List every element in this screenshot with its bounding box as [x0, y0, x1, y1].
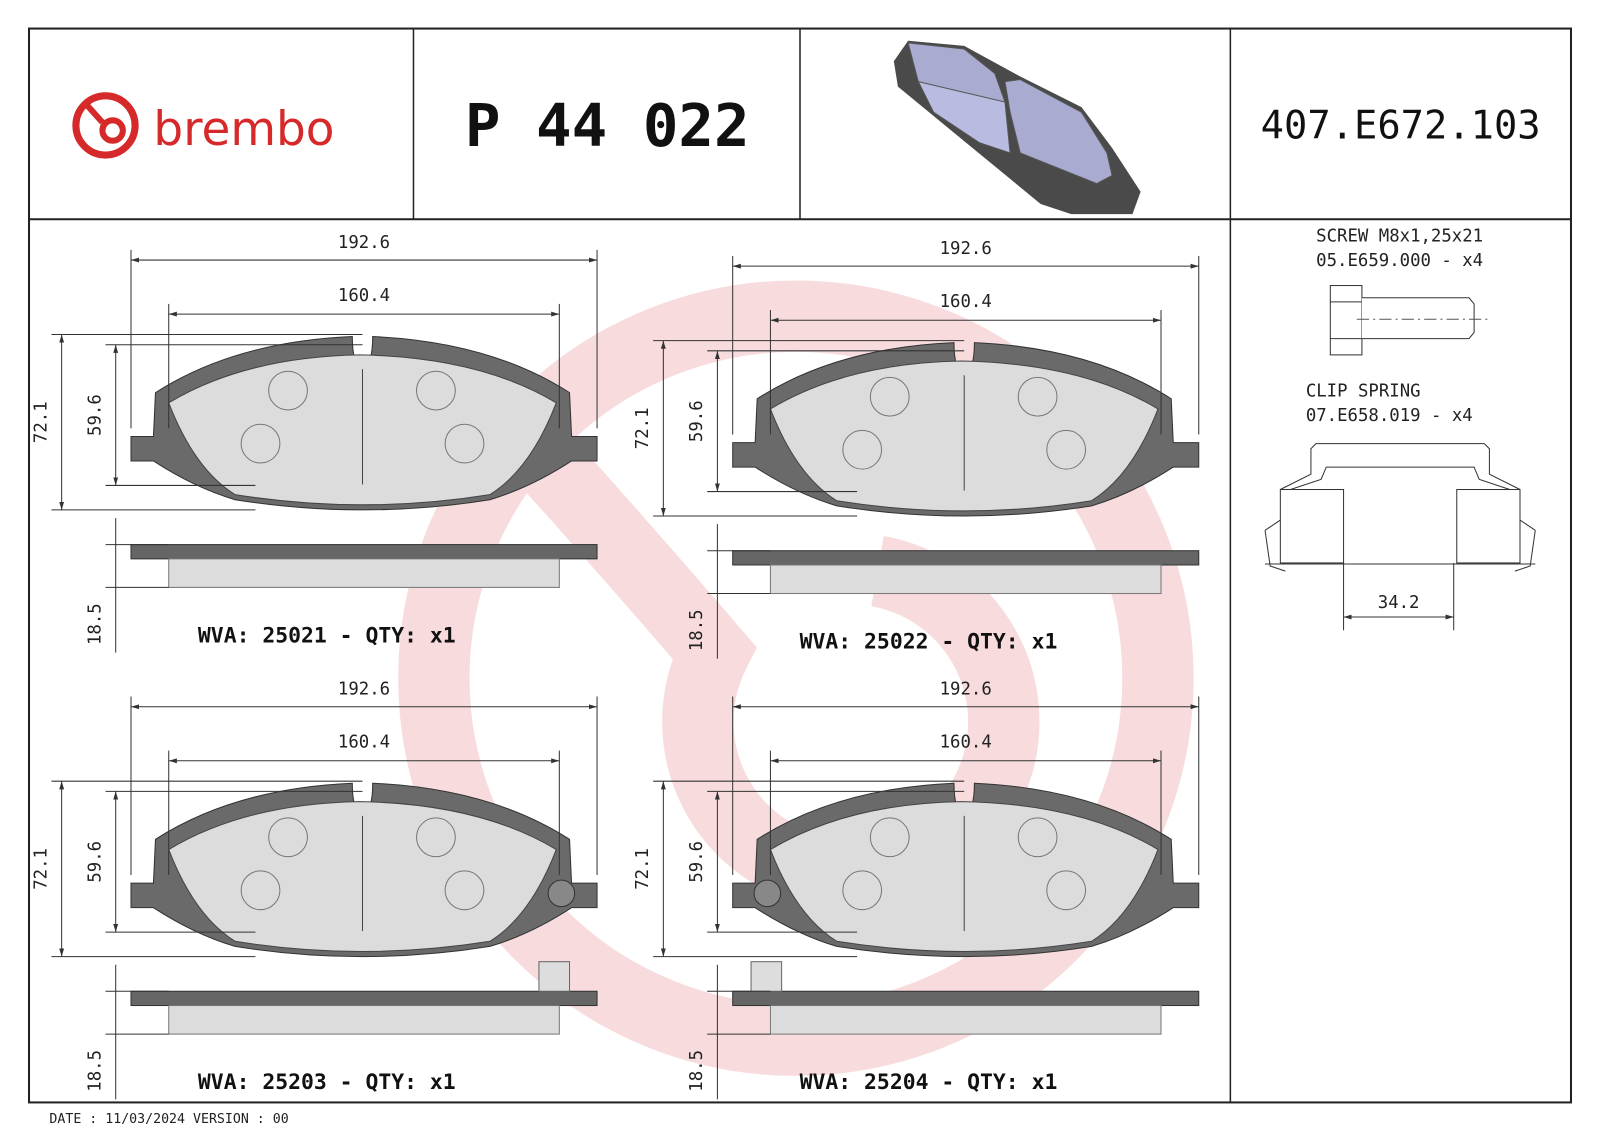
- bore: [416, 817, 456, 858]
- dimension-text: 18.5: [85, 603, 105, 645]
- clip-name: CLIP SPRING: [1306, 382, 1421, 402]
- wva-label: WVA: 25021 - QTY: x1: [198, 623, 456, 648]
- side-friction: [168, 558, 560, 588]
- dimension-text: 160.4: [338, 286, 390, 306]
- bore: [240, 423, 281, 464]
- bore: [268, 817, 308, 858]
- part-number: P 44 022: [465, 91, 750, 160]
- screw-name: SCREW M8x1,25x21: [1316, 227, 1483, 247]
- bore: [416, 370, 456, 411]
- bore: [869, 376, 910, 417]
- sensor: [750, 961, 783, 992]
- side-backing: [732, 990, 1200, 1007]
- sensor-ear: [547, 879, 576, 908]
- brake-pad: 192.6 160.4 72.1 59.6 18.5 WVA: 25204 - QTY: …: [633, 679, 1200, 1100]
- brake-pad: 192.6 160.4 72.1 59.6 18.5 WVA: 25022 - QTY: …: [633, 239, 1200, 659]
- dimension-text: 18.5: [85, 1050, 105, 1092]
- dimension-text: 192.6: [940, 239, 992, 259]
- dimension-text: 160.4: [940, 292, 992, 312]
- bore: [1046, 870, 1087, 911]
- dimension-text: 72.1: [31, 848, 51, 890]
- dimension-text: 160.4: [338, 733, 390, 753]
- dimension-text: 192.6: [338, 233, 390, 253]
- bore: [842, 870, 883, 911]
- wva-label: WVA: 25203 - QTY: x1: [198, 1070, 456, 1095]
- clip-dimension: 34.2: [1378, 593, 1420, 613]
- dimension-text: 72.1: [31, 401, 51, 443]
- pad-illustration: [893, 40, 1141, 215]
- clip-code: 07.E658.019 - x4: [1306, 406, 1473, 426]
- side-friction: [769, 564, 1162, 595]
- dimension-text: 59.6: [85, 394, 105, 436]
- bore: [444, 870, 485, 911]
- dimension-text: 160.4: [940, 733, 992, 753]
- bore: [444, 423, 485, 464]
- dimension-text: 59.6: [687, 841, 707, 883]
- screw-code: 05.E659.000 - x4: [1316, 251, 1483, 271]
- dimension-text: 18.5: [687, 609, 707, 651]
- clip-drawing: [1264, 443, 1536, 631]
- bore: [1046, 429, 1087, 470]
- side-backing: [130, 544, 598, 560]
- bore: [1017, 376, 1058, 417]
- brake-pad: 192.6 160.4 72.1 59.6 18.5 WVA: 25021 - QTY: …: [31, 233, 598, 653]
- footer-date-version: DATE : 11/03/2024 VERSION : 00: [49, 1112, 288, 1127]
- bore: [842, 429, 883, 470]
- dimension-text: 72.1: [633, 407, 653, 449]
- sensor: [538, 961, 571, 992]
- screw-drawing: [1329, 285, 1490, 356]
- dimension-text: 192.6: [338, 679, 390, 699]
- bore: [268, 370, 308, 411]
- side-friction: [769, 1005, 1162, 1035]
- dimension-text: 72.1: [633, 848, 653, 890]
- dimension-text: 18.5: [687, 1050, 707, 1092]
- dimension-text: 59.6: [85, 841, 105, 883]
- sensor-ear: [753, 879, 782, 908]
- bore: [1017, 817, 1058, 858]
- side-backing: [130, 990, 598, 1007]
- wva-label: WVA: 25022 - QTY: x1: [800, 630, 1058, 655]
- bore: [869, 817, 910, 858]
- side-backing: [732, 550, 1200, 566]
- brembo-logo: [72, 92, 139, 159]
- dimension-text: 59.6: [687, 400, 707, 442]
- side-friction: [168, 1005, 560, 1035]
- dimension-text: 192.6: [940, 679, 992, 699]
- wva-label: WVA: 25204 - QTY: x1: [800, 1070, 1058, 1095]
- bore: [240, 870, 281, 911]
- reference-code: 407.E672.103: [1261, 104, 1541, 149]
- brake-pad: 192.6 160.4 72.1 59.6 18.5 WVA: 25203 - QTY: …: [31, 679, 598, 1100]
- brand-name: brembo: [153, 102, 334, 157]
